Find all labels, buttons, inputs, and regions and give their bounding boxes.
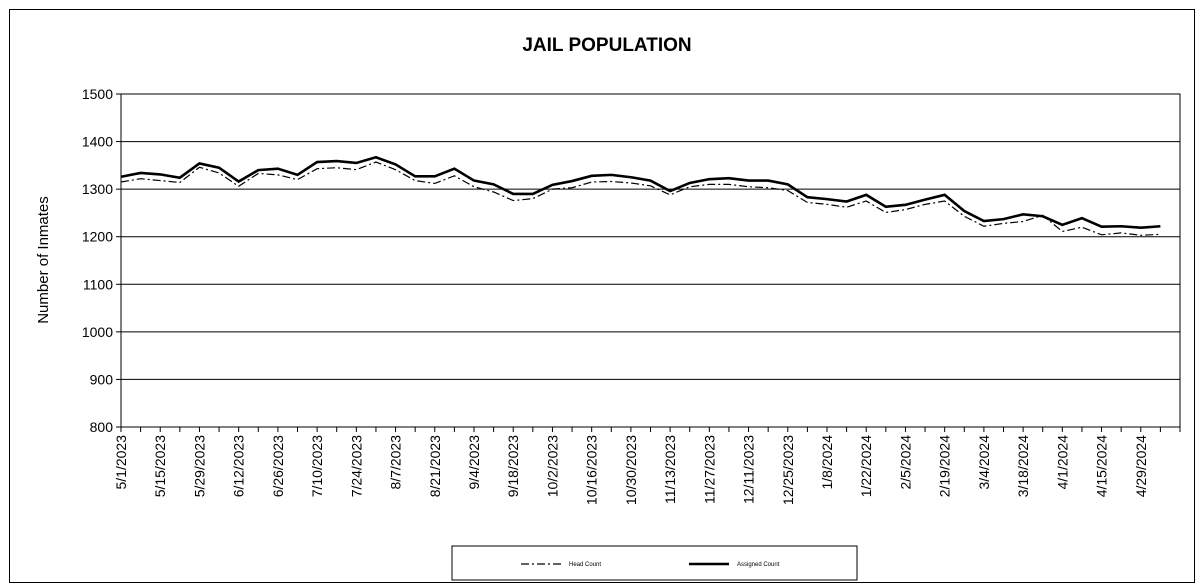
chart-frame: 800 900 1000 1100 1200 1300 1400 1500 5/1/2023 5…: [9, 9, 1195, 583]
x-axis-ticks: 5/1/2023 5/15/2023 5/29/2023 6/12/2023 6/26/…: [113, 427, 1181, 505]
x-tick-label: 4/15/2024: [1094, 435, 1110, 497]
y-tick-label: 1500: [82, 86, 113, 102]
legend-box: [451, 545, 858, 581]
x-tick-label: 11/27/2023: [701, 435, 717, 504]
x-tick-label: 4/29/2024: [1133, 435, 1149, 497]
y-tick-label: 800: [90, 419, 114, 435]
x-tick-label: 7/24/2023: [348, 435, 364, 497]
plot-area-border: [120, 93, 1181, 428]
series-line-assigned-count: [120, 155, 1161, 229]
x-tick-label: 5/1/2023: [113, 435, 129, 490]
x-tick-label: 12/25/2023: [780, 435, 796, 505]
x-tick-label: 2/19/2024: [937, 435, 953, 497]
x-tick-label: 3/4/2024: [976, 435, 992, 490]
x-tick-label: 8/7/2023: [388, 435, 404, 490]
x-tick-label: 1/8/2024: [819, 435, 835, 490]
gridlines: [121, 93, 1180, 428]
x-tick-label: 9/4/2023: [466, 435, 482, 490]
x-tick-label: 1/22/2024: [858, 435, 874, 497]
y-tick-label: 900: [90, 371, 114, 387]
x-tick-label: 12/11/2023: [741, 435, 757, 504]
series-lines: [120, 155, 1161, 236]
chart-title: JAIL POPULATION: [522, 35, 691, 56]
x-tick-label: 10/2/2023: [544, 435, 560, 497]
x-tick-label: 6/26/2023: [270, 435, 286, 497]
y-tick-label: 1200: [82, 229, 113, 245]
y-tick-label: 1300: [82, 181, 113, 197]
y-tick-label: 1400: [82, 134, 113, 150]
y-tick-label: 1100: [83, 276, 113, 292]
x-tick-label: 11/13/2023: [662, 435, 678, 504]
legend: Head Count Assigned Count: [451, 545, 858, 581]
y-axis-title: Number of Inmates: [35, 196, 52, 324]
x-tick-label: 10/30/2023: [623, 435, 639, 505]
x-tick-label: 2/5/2024: [897, 435, 913, 490]
legend-label: Assigned Count: [737, 562, 780, 568]
x-tick-label: 7/10/2023: [309, 435, 325, 497]
series-line-head-count: [120, 161, 1161, 236]
x-tick-label: 4/1/2024: [1054, 435, 1070, 490]
x-tick-label: 5/29/2023: [191, 435, 207, 497]
x-tick-label: 8/21/2023: [427, 435, 443, 497]
x-tick-label: 9/18/2023: [505, 435, 521, 497]
y-tick-label: 1000: [82, 324, 113, 340]
x-tick-label: 5/15/2023: [152, 435, 168, 497]
x-tick-label: 6/12/2023: [231, 435, 247, 497]
x-tick-label: 3/18/2024: [1015, 435, 1031, 497]
y-axis-ticks: 800 900 1000 1100 1200 1300 1400 1500: [82, 86, 121, 435]
x-tick-label: 10/16/2023: [584, 435, 600, 505]
legend-label: Head Count: [569, 562, 601, 568]
